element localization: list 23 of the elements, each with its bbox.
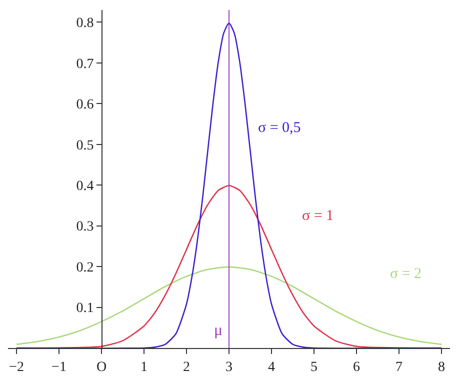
text: σ = 2 <box>390 266 422 282</box>
x-tick-label: −2 <box>9 360 24 375</box>
x-tick-label: 4 <box>268 360 275 375</box>
x-tick-label: 2 <box>183 360 190 375</box>
y-tick-label: 0.3 <box>76 220 94 235</box>
y-tick-label: 0.4 <box>76 179 94 194</box>
x-tick-label: 3 <box>226 360 232 375</box>
text: σ = 1 <box>302 208 334 224</box>
ref-line-label: μ <box>214 322 223 339</box>
x-tick-label: 6 <box>353 360 360 375</box>
x-tick-label: 7 <box>396 360 402 375</box>
y-tick-label: 0.5 <box>76 138 94 154</box>
x-tick-label: O <box>96 360 107 375</box>
y-tick-label: 0.2 <box>76 260 94 276</box>
x-tick-label: 1 <box>140 360 148 375</box>
x-tick-label: 8 <box>438 360 445 375</box>
y-tick-label: 0.8 <box>76 16 94 32</box>
y-tick-label: 0.1 <box>76 301 94 316</box>
y-tick-label: 0.7 <box>76 56 94 72</box>
x-tick-label: −1 <box>52 360 66 375</box>
y-tick-label: 0.6 <box>76 98 94 113</box>
x-tick-label: 5 <box>310 360 318 375</box>
series-label: σ = 0,5 <box>258 120 301 136</box>
